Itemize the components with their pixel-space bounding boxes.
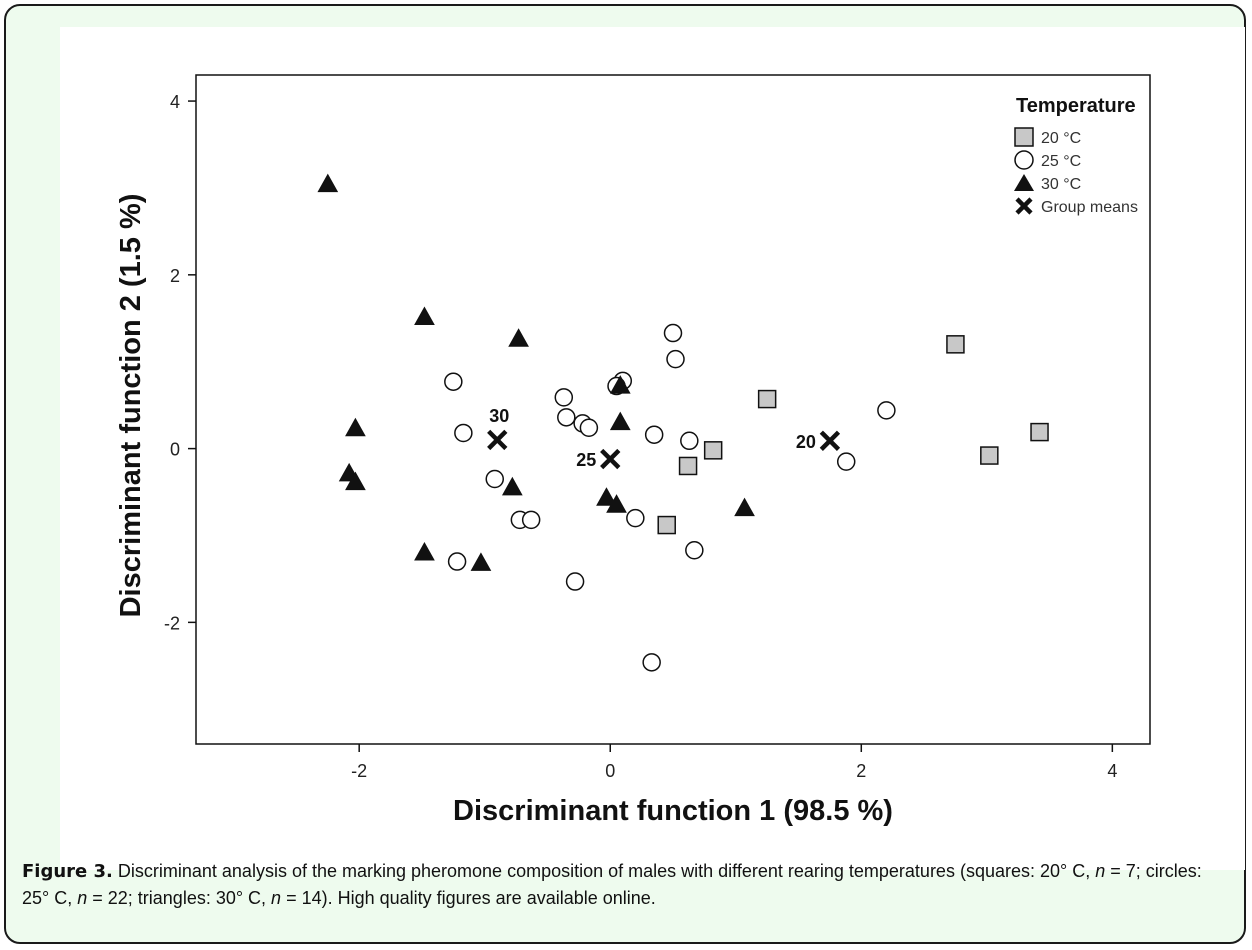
circle-data-point bbox=[579, 418, 599, 437]
y-tick-label: 4 bbox=[170, 92, 180, 112]
legend-triangle-icon bbox=[1014, 174, 1034, 191]
figure-caption: Figure 3. Discriminant analysis of the m… bbox=[22, 858, 1222, 911]
group-mean-label: 30 bbox=[489, 406, 509, 426]
triangle-data-point bbox=[470, 552, 492, 571]
caption-figure-label: Figure 3. bbox=[22, 861, 113, 882]
x-tick-label: 2 bbox=[856, 761, 866, 781]
triangle-data-point bbox=[501, 476, 523, 496]
circle-data-point bbox=[454, 423, 473, 443]
circle-data-point bbox=[644, 425, 664, 444]
legend-label: 25 °C bbox=[1041, 153, 1081, 170]
circle-data-point bbox=[554, 388, 574, 407]
legend-label: 30 °C bbox=[1041, 176, 1081, 193]
circle-data-point bbox=[626, 508, 645, 528]
legend-label: Group means bbox=[1041, 199, 1138, 216]
y-axis-label: Discriminant function 2 (1.5 %) bbox=[115, 194, 147, 618]
y-tick-label: -2 bbox=[164, 613, 180, 633]
legend-circle-icon bbox=[1014, 150, 1034, 170]
group-mean-label: 25 bbox=[576, 450, 596, 470]
circle-data-point bbox=[685, 541, 704, 560]
triangle-data-point bbox=[414, 541, 435, 561]
triangle-data-point bbox=[606, 494, 627, 513]
circle-data-point bbox=[521, 510, 541, 530]
legend-title: Temperature bbox=[1016, 95, 1136, 117]
circle-data-point bbox=[447, 552, 467, 571]
circle-data-point bbox=[663, 323, 683, 343]
triangle-data-point bbox=[734, 497, 755, 517]
triangle-data-point bbox=[609, 375, 631, 394]
plot-panel: -2 0 2 4 4 2 0 -2 Discriminant function 1 (98.5 … bbox=[60, 27, 1245, 870]
square-data-point bbox=[703, 441, 723, 460]
y-tick-label: 2 bbox=[170, 266, 180, 286]
x-data-point bbox=[600, 448, 621, 470]
triangle-data-point bbox=[345, 471, 366, 491]
circle-data-point bbox=[485, 469, 505, 489]
x-tick-label: -2 bbox=[351, 761, 367, 781]
circle-data-point bbox=[680, 431, 699, 451]
y-tick-label: 0 bbox=[170, 440, 180, 460]
caption-n-label: n bbox=[1095, 861, 1106, 881]
square-data-point bbox=[678, 456, 698, 476]
plot-area-border bbox=[195, 74, 1151, 745]
x-data-point bbox=[819, 430, 841, 451]
x-tick-label: 4 bbox=[1107, 761, 1117, 781]
triangle-data-point bbox=[414, 306, 435, 326]
triangle-data-point bbox=[596, 487, 617, 506]
legend-square-icon bbox=[1014, 127, 1034, 147]
caption-n-label: n bbox=[271, 888, 282, 908]
square-data-point bbox=[757, 389, 777, 409]
group-mean-label: 20 bbox=[796, 432, 816, 452]
square-data-point bbox=[946, 335, 965, 354]
caption-text-1: Discriminant analysis of the marking phe… bbox=[112, 861, 1096, 881]
circle-data-point bbox=[666, 349, 685, 369]
circle-data-point bbox=[836, 452, 856, 471]
triangle-data-point bbox=[345, 417, 366, 437]
circle-data-point bbox=[444, 372, 463, 391]
legend-label: 20 °C bbox=[1041, 130, 1081, 147]
circle-data-point bbox=[877, 401, 896, 420]
caption-text-2: = 7; circles: 25° C, bbox=[22, 861, 1202, 908]
caption-n-label: n bbox=[77, 888, 88, 908]
square-data-point bbox=[1030, 422, 1049, 442]
square-data-point bbox=[980, 446, 999, 465]
x-axis-label: Discriminant function 1 (98.5 %) bbox=[453, 795, 893, 827]
triangle-data-point bbox=[317, 173, 339, 193]
circle-data-point bbox=[642, 653, 661, 672]
legend-x-icon bbox=[1015, 197, 1033, 215]
square-data-point bbox=[657, 515, 676, 535]
caption-text-3: = 22; triangles: 30° C, bbox=[87, 888, 272, 908]
circle-data-point bbox=[565, 572, 585, 591]
x-tick-label: 0 bbox=[605, 761, 615, 781]
triangle-data-point bbox=[508, 328, 529, 347]
circle-data-point bbox=[557, 408, 576, 427]
triangle-data-point bbox=[609, 411, 631, 431]
caption-text-4: = 14). High quality figures are availabl… bbox=[281, 888, 656, 908]
x-data-point bbox=[487, 429, 508, 451]
